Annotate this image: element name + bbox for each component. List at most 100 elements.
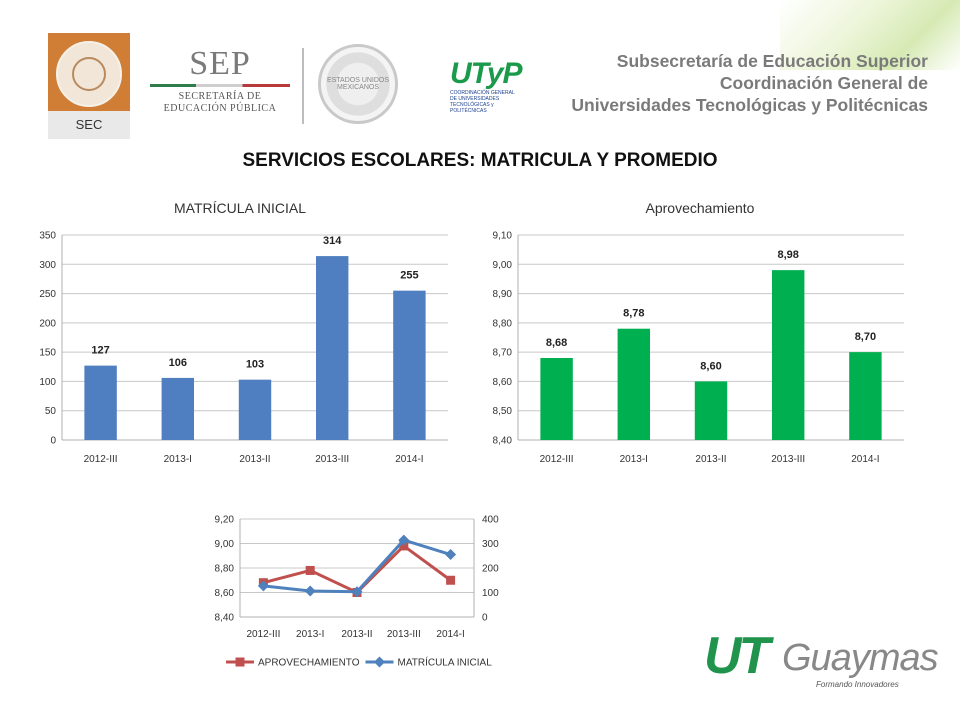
header-institution-text: Subsecretaría de Educación Superior Coor… — [571, 50, 928, 116]
matricula-bar — [238, 379, 272, 440]
matricula-ytick-label: 50 — [45, 406, 57, 417]
matricula-data-label: 127 — [91, 345, 109, 357]
combined-xtick-label: 2013-III — [387, 629, 421, 640]
aprovechamiento-bar — [771, 270, 805, 440]
matricula-xtick-label: 2013-II — [239, 454, 270, 465]
combined-right-ytick-label: 400 — [482, 515, 499, 526]
combined-xtick-label: 2014-I — [436, 629, 464, 640]
chart-combined-line: 8,40 8,60 8,80 9,00 9,20 0 100 200 300 400 2012-II… — [215, 515, 500, 669]
aprovechamiento-ytick-label: 8,90 — [493, 289, 513, 300]
aprovechamiento-xtick-label: 2013-III — [771, 454, 805, 465]
coat-of-arms-text: ESTADOS UNIDOS MEXICANOS — [326, 77, 390, 91]
utp-logo-subtitle: COORDINACIÓN GENERAL DE UNIVERSIDADES TE… — [450, 90, 515, 114]
matricula-ytick-label: 100 — [39, 377, 56, 388]
header-swoosh-decoration — [780, 0, 960, 70]
aprovechamiento-data-label: 8,70 — [855, 331, 876, 343]
combined-right-ytick-label: 0 — [482, 613, 488, 624]
aprovechamiento-data-label: 8,98 — [777, 249, 798, 261]
aprovechamiento-ytick-label: 9,10 — [493, 231, 513, 242]
matricula-xtick-label: 2014-I — [395, 454, 423, 465]
matricula-data-label: 314 — [323, 235, 342, 247]
chart-aprovechamiento: 8,40 8,50 8,60 8,70 8,80 8,90 9,00 9,10 8,68 2012… — [493, 231, 904, 465]
combined-series-marker — [305, 565, 315, 575]
header-line-1: Subsecretaría de Educación Superior — [616, 51, 928, 71]
matricula-bar — [84, 365, 117, 440]
matricula-ytick-label: 350 — [39, 231, 56, 242]
combined-series-marker — [304, 585, 316, 597]
ut-logo-tagline: Formando Innovadores — [816, 680, 899, 689]
sec-logo: SEC — [48, 33, 130, 139]
sec-logo-label: SEC — [48, 111, 130, 139]
combined-xtick-label: 2012-III — [246, 629, 280, 640]
combined-left-ytick-label: 8,60 — [215, 588, 235, 599]
aprovechamiento-xtick-label: 2013-II — [695, 454, 726, 465]
combined-series-marker — [446, 575, 456, 585]
aprovechamiento-bar — [849, 352, 882, 440]
sep-logo-line2: EDUCACIÓN PÚBLICA — [163, 103, 277, 114]
legend-swatch-marker — [235, 657, 245, 667]
matricula-ytick-label: 300 — [39, 260, 56, 271]
legend-swatch-marker — [374, 656, 385, 668]
sep-logo-rule — [150, 84, 290, 87]
aprovechamiento-xtick-label: 2013-I — [620, 454, 648, 465]
utp-logo-title: UTyP — [450, 57, 523, 90]
combined-left-ytick-label: 8,80 — [215, 564, 235, 575]
aprovechamiento-ytick-label: 8,60 — [493, 377, 513, 388]
combined-right-ytick-label: 100 — [482, 588, 499, 599]
page-title: SERVICIOS ESCOLARES: MATRICULA Y PROMEDI… — [242, 150, 718, 171]
combined-left-ytick-label: 8,40 — [215, 613, 235, 624]
aprovechamiento-ytick-label: 9,00 — [493, 260, 513, 271]
aprovechamiento-bar — [617, 328, 651, 440]
chart-matricula-inicial: 0 50 100 150 200 250 300 350 127 2012-III 106 2013-… — [39, 231, 448, 465]
aprovechamiento-data-label: 8,68 — [546, 337, 567, 349]
combined-series-marker — [398, 534, 410, 546]
matricula-data-label: 106 — [169, 357, 187, 369]
sep-logo: SEP SECRETARÍA DE EDUCACIÓN PÚBLICA — [150, 46, 290, 126]
ut-guaymas-logo: UT Guaymas Formando Innovadores — [704, 628, 956, 698]
chart-2-title: Aprovechamiento — [645, 200, 755, 216]
aprovechamiento-data-label: 8,78 — [623, 308, 644, 320]
sec-seal-icon — [56, 41, 122, 107]
combined-xtick-label: 2013-II — [341, 629, 372, 640]
combined-series-line — [263, 538, 452, 594]
matricula-ytick-label: 200 — [39, 318, 56, 329]
matricula-xtick-label: 2013-III — [315, 454, 349, 465]
matricula-ytick-label: 250 — [39, 289, 56, 300]
legend-label: APROVECHAMIENTO — [258, 658, 360, 669]
mexico-coat-of-arms-icon: ESTADOS UNIDOS MEXICANOS — [318, 44, 398, 124]
aprovechamiento-bar — [540, 358, 573, 440]
combined-series-marker — [257, 580, 269, 592]
matricula-bar — [315, 256, 349, 440]
combined-series-line — [263, 543, 452, 595]
aprovechamiento-data-label: 8,60 — [700, 360, 721, 372]
matricula-ytick-label: 0 — [50, 436, 56, 447]
combined-xtick-label: 2013-I — [296, 629, 324, 640]
combined-left-ytick-label: 9,00 — [215, 539, 235, 550]
combined-series-marker — [351, 586, 363, 598]
combined-series-marker — [399, 541, 409, 551]
aprovechamiento-xtick-label: 2014-I — [851, 454, 879, 465]
chart-1-title: MATRÍCULA INICIAL — [174, 200, 306, 216]
aprovechamiento-xtick-label: 2012-III — [540, 454, 574, 465]
matricula-bar — [161, 377, 195, 440]
matricula-data-label: 103 — [246, 359, 264, 371]
header-line-2: Coordinación General de — [719, 73, 928, 93]
aprovechamiento-bar — [694, 381, 728, 440]
legend-label: MATRÍCULA INICIAL — [398, 656, 493, 669]
sep-logo-line1: SECRETARÍA DE — [178, 91, 262, 102]
matricula-ytick-label: 150 — [39, 348, 56, 359]
aprovechamiento-ytick-label: 8,80 — [493, 318, 513, 329]
utp-logo: UTyP COORDINACIÓN GENERAL DE UNIVERSIDAD… — [450, 57, 523, 115]
aprovechamiento-ytick-label: 8,50 — [493, 406, 513, 417]
matricula-xtick-label: 2013-I — [164, 454, 192, 465]
combined-series-marker — [445, 549, 457, 561]
matricula-data-label: 255 — [400, 270, 418, 282]
ut-logo-mark: UT — [704, 627, 770, 685]
aprovechamiento-ytick-label: 8,70 — [493, 348, 513, 359]
matricula-bar — [393, 290, 426, 440]
aprovechamiento-ytick-label: 8,40 — [493, 436, 513, 447]
combined-right-ytick-label: 200 — [482, 564, 499, 575]
sep-logo-title: SEP — [189, 45, 251, 82]
header-line-3: Universidades Tecnológicas y Politécnica… — [571, 95, 928, 115]
